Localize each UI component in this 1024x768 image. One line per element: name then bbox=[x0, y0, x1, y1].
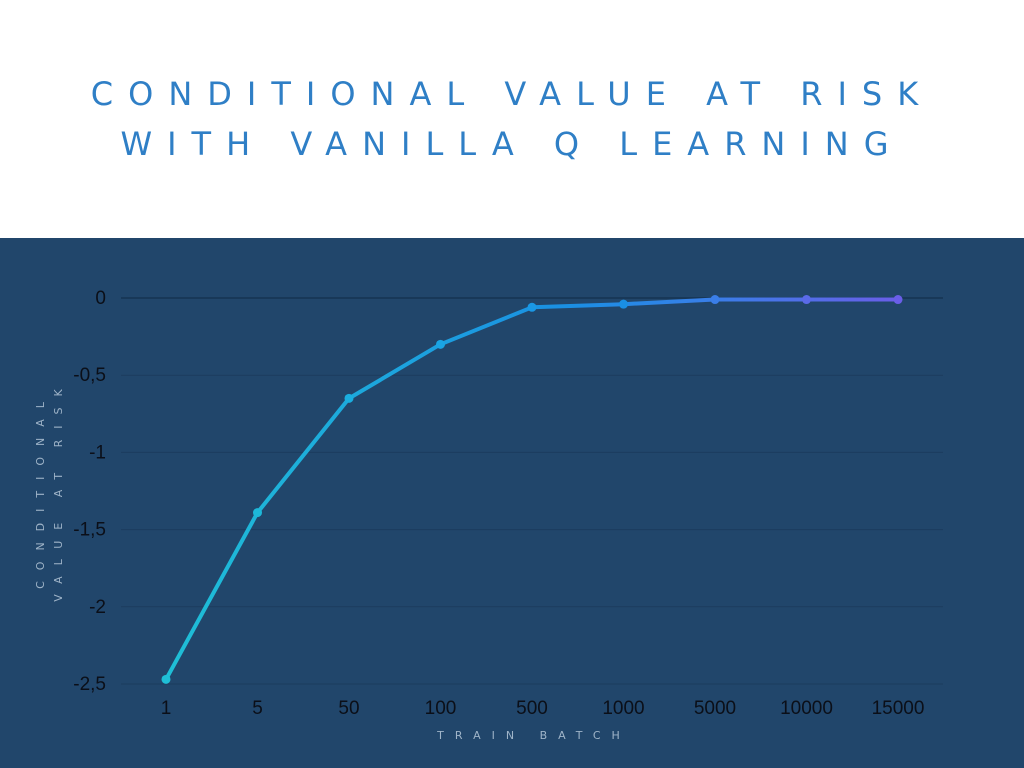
series-line bbox=[164, 297, 900, 682]
data-point bbox=[619, 299, 628, 309]
data-point bbox=[161, 674, 171, 684]
y-tick-labels: 0 -0,5 -1 -1,5 -2 -2,5 bbox=[73, 288, 106, 695]
chart-panel bbox=[0, 238, 1024, 768]
x-tick-label: 1 bbox=[161, 698, 172, 719]
y-tick-label: 0 bbox=[95, 288, 106, 309]
y-tick-label: -1,5 bbox=[73, 520, 106, 541]
data-point bbox=[527, 302, 537, 312]
y-tick-label: -2 bbox=[89, 597, 106, 618]
y-tick-label: -0,5 bbox=[73, 365, 106, 386]
y-axis-title-line-1: CONDITIONAL bbox=[34, 391, 47, 589]
x-tick-label: 500 bbox=[516, 698, 548, 719]
x-tick-label: 10000 bbox=[780, 698, 833, 719]
chart-title-line-2: WITH VANILLA Q LEARNING bbox=[120, 125, 904, 163]
title-area: CONDITIONAL VALUE AT RISK WITH VANILLA Q… bbox=[0, 0, 1024, 238]
data-point bbox=[710, 295, 720, 305]
data-points bbox=[161, 295, 903, 684]
data-point bbox=[436, 339, 445, 349]
chart-title-line-1: CONDITIONAL VALUE AT RISK bbox=[90, 75, 934, 113]
x-tick-labels: 1 5 50 100 500 1000 5000 10000 15000 bbox=[161, 698, 925, 719]
data-point bbox=[344, 393, 354, 403]
data-point bbox=[893, 295, 903, 305]
y-tick-label: -2,5 bbox=[73, 674, 106, 695]
y-axis-title-line-2: VALUE AT RISK bbox=[52, 378, 65, 601]
x-tick-label: 5000 bbox=[694, 698, 736, 719]
x-tick-label: 1000 bbox=[602, 698, 644, 719]
data-point bbox=[802, 295, 811, 305]
gridlines bbox=[121, 297, 943, 685]
x-axis-title: TRAIN BATCH bbox=[436, 729, 631, 742]
x-tick-label: 15000 bbox=[872, 698, 925, 719]
y-axis-title: CONDITIONAL VALUE AT RISK bbox=[34, 378, 65, 601]
data-point bbox=[253, 508, 262, 518]
x-tick-label: 50 bbox=[338, 698, 359, 719]
x-tick-label: 5 bbox=[252, 698, 263, 719]
x-tick-label: 100 bbox=[425, 698, 457, 719]
y-tick-label: -1 bbox=[89, 442, 106, 463]
